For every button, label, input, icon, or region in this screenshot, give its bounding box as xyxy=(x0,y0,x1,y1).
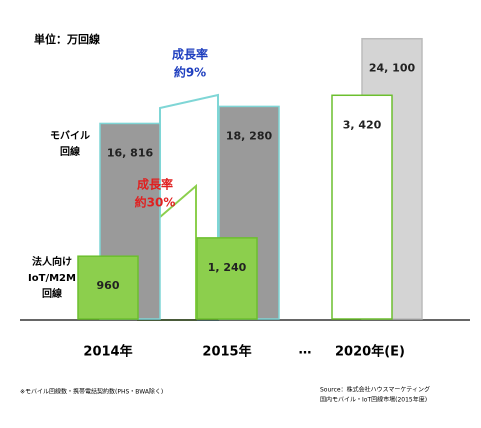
x-tick-label: 2020年(E) xyxy=(335,344,405,360)
source: Source：株式会社ハウスマーケティング xyxy=(320,386,430,394)
value-label: 24, 100 xyxy=(369,62,416,75)
unit-label: 単位：万回線 xyxy=(34,32,100,46)
x-tick-label: 2014年 xyxy=(83,344,132,360)
value-label: 1, 240 xyxy=(208,261,247,274)
separator: … xyxy=(299,343,312,358)
annotation: 成長率 xyxy=(137,177,173,192)
value-label: 3, 420 xyxy=(343,118,382,131)
x-tick-label: 2015年 xyxy=(202,344,251,360)
value-label: 960 xyxy=(97,279,120,292)
bar xyxy=(331,94,393,320)
legend-label: 法人向け xyxy=(32,255,72,268)
value-label: 16, 816 xyxy=(107,146,154,159)
legend-label: 回線 xyxy=(60,145,80,158)
bar xyxy=(77,255,139,320)
legend-label: モバイル xyxy=(50,130,90,142)
annotation: 約9% xyxy=(174,65,206,80)
bar xyxy=(196,237,258,320)
annotation: 成長率 xyxy=(172,47,208,62)
footnote: ※モバイル回線数・携帯電話契約数(PHS・BWA除く) xyxy=(20,388,163,396)
legend-label: IoT/M2M xyxy=(28,273,76,284)
annotation: 約30% xyxy=(135,195,176,210)
value-label: 18, 280 xyxy=(226,129,273,142)
legend-label: 回線 xyxy=(42,287,62,300)
source: 国内モバイル・IoT回線市場(2015年度) xyxy=(320,396,427,404)
